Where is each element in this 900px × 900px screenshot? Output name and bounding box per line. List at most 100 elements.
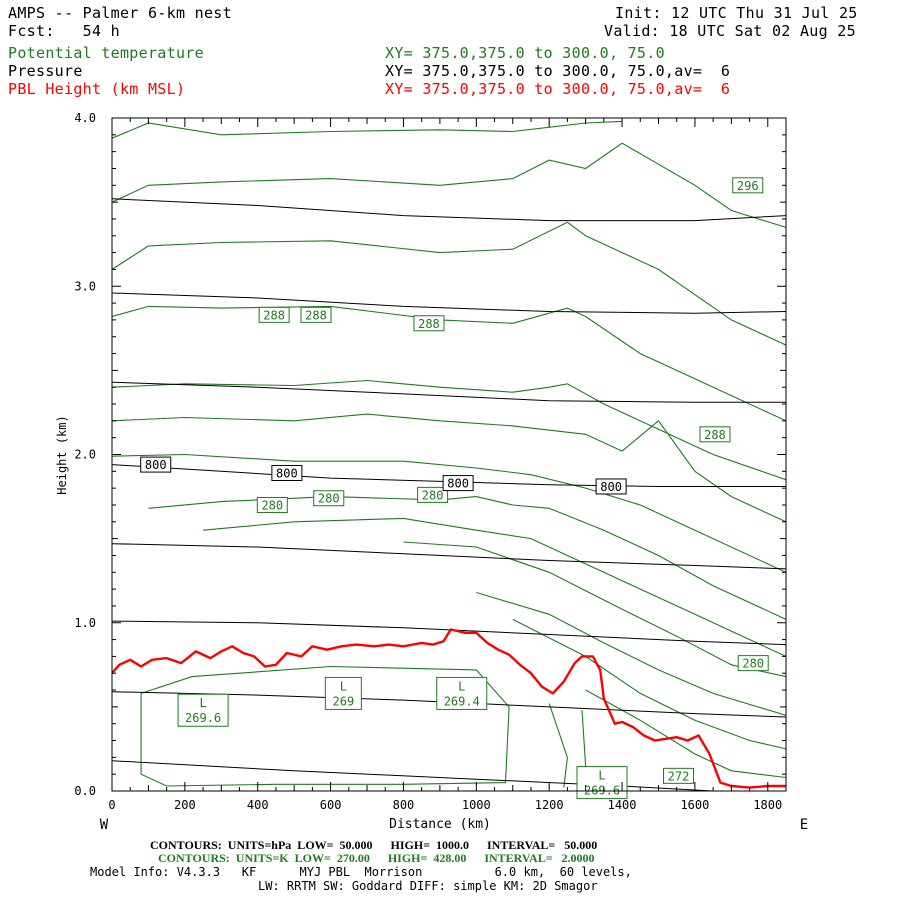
theta-contour-6 — [112, 453, 786, 573]
y-tick-label-4: 4.0 — [74, 111, 96, 125]
theta-label-9: 272 — [663, 767, 695, 784]
y-tick-label-1: 1.0 — [74, 616, 96, 630]
theta-contour-1 — [112, 142, 786, 228]
pressure-label-1: 800 — [271, 465, 303, 482]
svg-text:800: 800 — [276, 467, 298, 481]
theta-label-6: 280 — [313, 490, 345, 507]
pressure-label-0: 800 — [140, 456, 172, 473]
y-tick-label-2: 2.0 — [74, 448, 96, 462]
xy-pbl: XY= 375.0,375.0 to 300.0, 75.0,av= 6 — [385, 80, 731, 98]
svg-text:800: 800 — [600, 480, 622, 494]
theta-label-7: 280 — [417, 486, 449, 503]
theta-contour-5 — [112, 413, 786, 523]
svg-text:288: 288 — [418, 317, 440, 331]
pressure-contour-5 — [112, 381, 786, 403]
west-label: W — [100, 817, 109, 833]
x-tick-label-4: 800 — [393, 798, 415, 812]
x-tick-label-0: 0 — [108, 798, 115, 812]
svg-text:L: L — [340, 679, 347, 693]
svg-text:288: 288 — [263, 308, 285, 322]
svg-text:296: 296 — [737, 179, 759, 193]
x-tick-label-2: 400 — [247, 798, 269, 812]
svg-text:269: 269 — [333, 694, 355, 708]
xy-theta: XY= 375.0,375.0 to 300.0, 75.0 — [385, 44, 665, 62]
pbl-height-series — [112, 628, 786, 789]
xy-pressure: XY= 375.0,375.0 to 300.0, 75.0,av= 6 — [385, 62, 731, 80]
theta-contour-11 — [512, 618, 786, 750]
variable-pbl-label: PBL Height (km MSL) — [8, 80, 186, 98]
svg-text:280: 280 — [318, 492, 340, 506]
pressure-contour-7 — [112, 198, 786, 222]
variable-theta-label: Potential temperature — [8, 44, 204, 62]
theta-contour-7 — [148, 496, 786, 620]
theta-contour-9 — [403, 541, 786, 678]
svg-text:L: L — [458, 679, 465, 693]
init-time: Init: 12 UTC Thu 31 Jul 25 — [615, 4, 858, 22]
theta-contour-info: CONTOURS: UNITS=K LOW= 270.00 HIGH= 428.… — [158, 851, 595, 865]
model-title: AMPS -- Palmer 6-km nest — [8, 4, 232, 22]
pbl-height-line — [112, 628, 786, 789]
x-tick-label-1: 200 — [174, 798, 196, 812]
svg-text:280: 280 — [261, 498, 283, 512]
y-tick-label-0: 0.0 — [74, 784, 96, 798]
svg-text:269.4: 269.4 — [444, 694, 480, 708]
pressure-contour-3 — [112, 620, 786, 646]
physics-info: LW: RRTM SW: Goddard DIFF: simple KM: 2D… — [258, 879, 598, 893]
contour-labels: 296 288 288 288 288 280 280 280 280 272 800 800 800 8… — [140, 177, 769, 800]
theta-label-4: 288 — [699, 426, 731, 443]
theta-contours — [112, 120, 786, 788]
svg-text:288: 288 — [704, 428, 726, 442]
theta-contour-12 — [585, 689, 786, 779]
theta-label-0: 296 — [732, 177, 764, 194]
x-tick-label-8: 1600 — [680, 798, 709, 812]
svg-text:272: 272 — [668, 769, 690, 783]
y-tick-label-3: 3.0 — [74, 279, 96, 293]
model-info: Model Info: V4.3.3 KF MYJ PBL Morrison 6… — [90, 865, 632, 879]
x-tick-label-3: 600 — [320, 798, 342, 812]
pressure-contour-6 — [112, 292, 786, 314]
forecast-hour: Fcst: 54 h — [8, 22, 120, 40]
pressure-contour-0 — [112, 464, 786, 487]
pressure-label-3: 800 — [595, 478, 627, 495]
x-axis-label: Distance (km) — [389, 817, 491, 832]
pressure-contours — [112, 198, 786, 791]
svg-text:L: L — [598, 769, 605, 783]
x-tick-label-7: 1400 — [608, 798, 637, 812]
variable-pressure-label: Pressure — [8, 62, 83, 80]
svg-text:280: 280 — [422, 488, 444, 502]
pressure-contour-4 — [112, 543, 786, 570]
svg-text:800: 800 — [447, 477, 469, 491]
svg-text:L: L — [199, 696, 206, 710]
theta-label-5: 280 — [256, 496, 288, 513]
theta-contour-8 — [203, 517, 786, 657]
x-tick-label-9: 1800 — [753, 798, 782, 812]
east-label: E — [800, 817, 808, 833]
svg-text:269.6: 269.6 — [185, 711, 221, 725]
theta-label-1: 288 — [258, 306, 290, 323]
y-axis-label: Height (km) — [55, 415, 69, 494]
axis-ticks: 0 200 400 600 800 1000 1200 1400 1600 1800 0.0 1.0 2… — [74, 111, 787, 812]
svg-text:280: 280 — [742, 657, 764, 671]
theta-contour-0 — [112, 120, 623, 139]
theta-contour-14 — [548, 703, 568, 788]
theta-contour-13 — [140, 665, 510, 787]
theta-contour-3 — [112, 305, 786, 422]
pressure-contour-1 — [112, 760, 714, 791]
pressure-label-2: 800 — [442, 475, 474, 492]
x-tick-label-6: 1200 — [535, 798, 564, 812]
theta-contour-10 — [476, 591, 786, 716]
x-tick-label-5: 1000 — [462, 798, 491, 812]
theta-label-8: 280 — [737, 655, 769, 672]
theta-contour-2 — [112, 221, 786, 346]
theta-label-3: 288 — [413, 315, 445, 332]
svg-text:800: 800 — [145, 458, 167, 472]
theta-label-2: 288 — [300, 306, 332, 323]
valid-time: Valid: 18 UTC Sat 02 Aug 25 — [604, 22, 856, 40]
pressure-contour-info: CONTOURS: UNITS=hPa LOW= 50.000 HIGH= 10… — [150, 838, 598, 852]
theta-contour-4 — [112, 379, 786, 481]
